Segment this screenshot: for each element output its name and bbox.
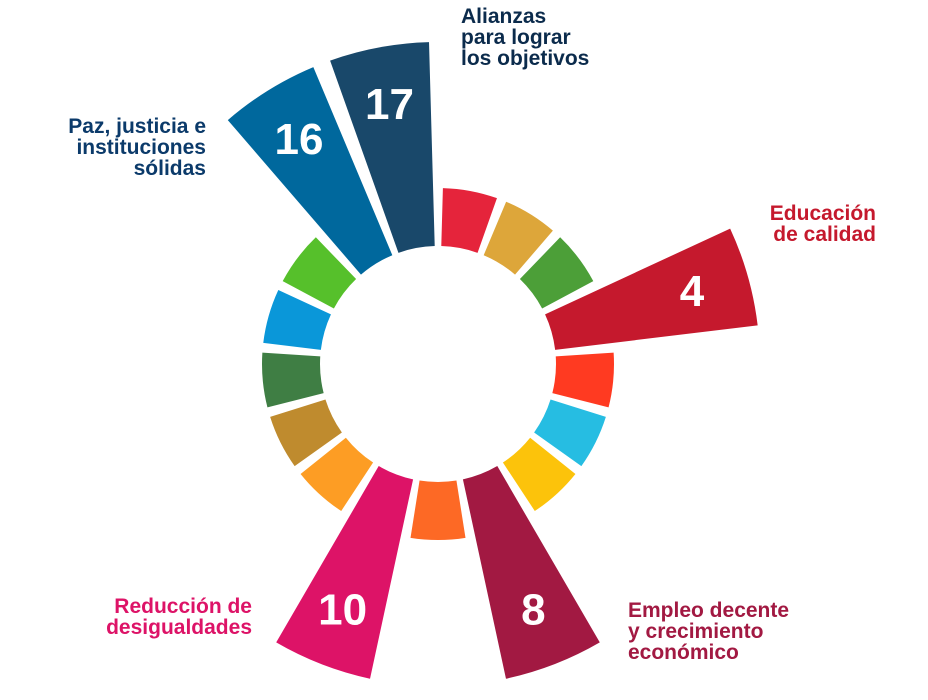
wheel-segment-5 (552, 352, 614, 408)
wheel-segment-6 (534, 399, 606, 467)
wheel-segment-10-number: 10 (318, 586, 367, 635)
goal-10-label: Reducción de desigualdades (40, 596, 252, 638)
wheel-segment-10 (276, 466, 414, 679)
wheel-segment-16-number: 16 (275, 115, 324, 164)
wheel-segment-14 (263, 289, 331, 350)
goal-16-label-line-3: sólidas (133, 157, 206, 180)
goal-17-label: Alianzas para lograr los objetivos (461, 6, 589, 69)
goal-10-label-line-1: Reducción de (114, 595, 252, 618)
goal-8-label-line-2: y crecimiento (628, 620, 764, 643)
goal-17-label-line-3: los objetivos (461, 47, 590, 70)
wheel-segment-16 (227, 67, 393, 275)
wheel-segment-15 (282, 237, 357, 309)
wheel-segment-4-number: 4 (680, 267, 705, 316)
goal-8-label: Empleo decente y crecimiento económico (628, 600, 789, 663)
wheel-segment-1 (441, 188, 497, 253)
goal-4-label-line-1: Educación (769, 202, 876, 225)
wheel-segment-8-number: 8 (521, 586, 545, 635)
wheel-segment-13 (262, 352, 324, 408)
goal-16-label-line-2: instituciones (76, 136, 206, 159)
wheel-segment-4 (545, 228, 758, 350)
goal-8-label-line-1: Empleo decente (628, 599, 790, 622)
wheel-segment-9 (410, 480, 466, 541)
goal-10-label-line-2: desigualdades (106, 616, 252, 639)
goal-16-label-line-1: Paz, justicia e (68, 115, 206, 138)
wheel-segment-17 (330, 42, 435, 253)
wheel-segment-17-number: 17 (365, 80, 414, 129)
wheel-segment-11 (300, 437, 374, 511)
goal-4-label-line-2: de calidad (773, 223, 876, 246)
goal-16-label: Paz, justicia e instituciones sólidas (40, 116, 206, 179)
goal-8-label-line-3: económico (628, 641, 739, 664)
goal-17-label-line-2: para lograr (461, 26, 571, 49)
wheel-segment-12 (270, 399, 342, 467)
wheel-segment-2 (483, 201, 553, 275)
goal-17-label-line-1: Alianzas (461, 5, 547, 28)
goal-4-label: Educación de calidad (700, 203, 876, 245)
wheel-segment-3 (519, 237, 594, 309)
wheel-segment-7 (502, 437, 576, 511)
wheel-segment-8 (462, 466, 600, 679)
